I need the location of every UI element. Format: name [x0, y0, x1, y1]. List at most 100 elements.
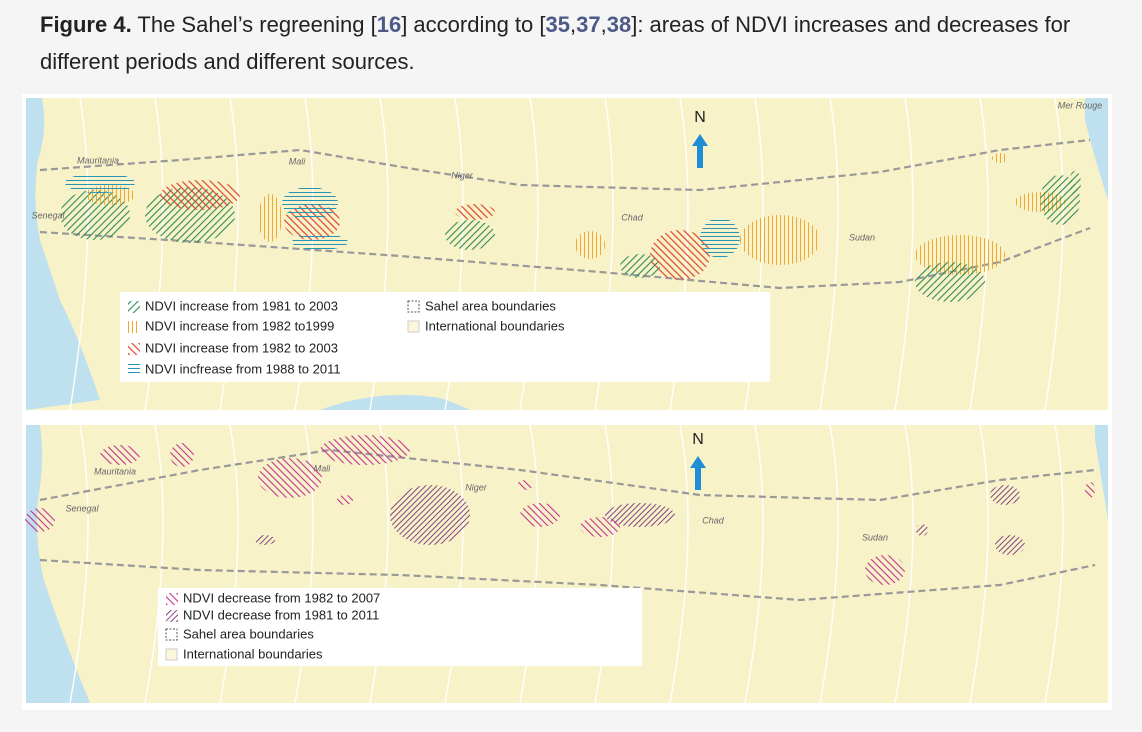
- place-name: Mauritania: [94, 466, 136, 476]
- ndvi-area: [700, 218, 740, 258]
- international-boundary: [969, 97, 989, 411]
- place-name: Mer Rouge: [1058, 100, 1103, 110]
- legend-swatch: [407, 300, 420, 313]
- reference[interactable]: 37: [576, 12, 601, 37]
- ndvi-area: [740, 215, 820, 265]
- legend-label: NDVI increase from 1982 to 2003: [145, 340, 338, 355]
- ndvi-area: [25, 508, 55, 532]
- ndvi-area: [100, 445, 140, 465]
- sahel-boundary: [39, 138, 1091, 192]
- legend-label: NDVI decrease from 1982 to 2007: [183, 590, 380, 605]
- caption-text: The Sahel’s regreening [: [137, 12, 377, 37]
- international-boundary: [969, 424, 989, 704]
- ndvi-area: [605, 503, 675, 527]
- ndvi-area: [990, 485, 1020, 505]
- place-name: Chad: [702, 515, 725, 525]
- caption-text: ,: [570, 12, 577, 37]
- caption-text: ,: [600, 12, 607, 37]
- north-label: N: [694, 109, 706, 126]
- ndvi-area: [915, 262, 985, 302]
- place-name: Mauritania: [77, 155, 119, 165]
- place-name: Chad: [621, 212, 644, 222]
- reference[interactable]: 35: [545, 12, 570, 37]
- figure-caption: Figure 4. The Sahel’s regreening [16] ac…: [40, 6, 1105, 80]
- legend-swatch: [165, 648, 178, 661]
- water: [320, 394, 470, 410]
- international-boundary: [894, 424, 914, 704]
- north-arrow: [692, 134, 708, 168]
- ndvi-area: [258, 194, 282, 242]
- caption-text: ] according to [: [401, 12, 546, 37]
- place-name: Sudan: [849, 232, 875, 242]
- ndvi-area: [65, 173, 135, 193]
- place-name: Niger: [451, 170, 474, 180]
- north-arrow: [690, 456, 706, 490]
- international-boundary: [894, 97, 914, 411]
- ndvi-area: [455, 204, 495, 220]
- north-label: N: [692, 431, 704, 448]
- ndvi-area: [258, 458, 322, 498]
- ndvi-area: [517, 480, 533, 490]
- ndvi-area: [995, 535, 1025, 555]
- ndvi-area: [992, 153, 1008, 163]
- ndvi-area: [650, 230, 710, 280]
- ndvi-area: [337, 495, 353, 505]
- international-boundary: [819, 97, 839, 411]
- legend-label: International boundaries: [425, 318, 565, 333]
- water: [26, 98, 100, 410]
- place-name: Senegal: [31, 210, 65, 220]
- reference[interactable]: 16: [376, 12, 402, 37]
- legend-swatch: [128, 301, 140, 313]
- legend-swatch: [165, 628, 178, 641]
- legend-label: NDVI incfrease from 1988 to 2011: [145, 361, 341, 376]
- legend-box: [120, 292, 770, 382]
- ndvi-area: [575, 231, 605, 259]
- water: [1085, 98, 1108, 200]
- caption-text: ]: areas of NDVI increases and decreases…: [40, 12, 1071, 74]
- ndvi-area: [160, 180, 240, 210]
- place-name: Sudan: [862, 532, 888, 542]
- ndvi-area: [282, 187, 338, 219]
- sahel-boundary: [39, 448, 1096, 502]
- legend-label: Sahel area boundaries: [183, 626, 314, 641]
- place-name: Senegal: [65, 503, 99, 513]
- ndvi-area: [255, 535, 275, 545]
- water: [1095, 425, 1108, 520]
- legend-label: International boundaries: [183, 646, 323, 661]
- ndvi-area: [170, 443, 194, 467]
- legend-swatch: [166, 593, 178, 605]
- ndvi-area: [865, 555, 905, 585]
- ndvi-area: [320, 435, 410, 465]
- place-name: Mali: [289, 156, 307, 166]
- legend-label: NDVI increase from 1982 to1999: [145, 318, 334, 333]
- international-boundary: [669, 424, 689, 704]
- international-boundary: [1044, 424, 1064, 704]
- ndvi-area: [390, 485, 470, 545]
- water: [26, 425, 90, 703]
- ndvi-area: [620, 254, 660, 278]
- international-boundary: [744, 424, 764, 704]
- legend-label: NDVI decrease from 1981 to 2011: [183, 607, 379, 622]
- place-name: Mali: [314, 463, 332, 473]
- ndvi-area: [445, 220, 495, 250]
- international-boundary: [1044, 97, 1064, 411]
- legend-swatch: [128, 343, 140, 355]
- legend-swatch: [166, 610, 178, 622]
- ndvi-area: [580, 517, 620, 537]
- ndvi-area: [520, 503, 560, 527]
- legend-swatch: [128, 364, 140, 376]
- international-boundary: [819, 424, 839, 704]
- legend-swatch: [407, 320, 420, 333]
- ndvi-area: [292, 234, 348, 250]
- legend-box: [158, 588, 642, 666]
- legend-swatch: [128, 321, 140, 333]
- sahel-boundary: [39, 558, 1096, 602]
- caption-label: Figure 4.: [40, 12, 132, 37]
- ndvi-area: [1085, 482, 1095, 498]
- international-boundary: [144, 424, 164, 704]
- reference[interactable]: 38: [606, 12, 632, 37]
- ndvi-area: [1069, 171, 1081, 195]
- legend-label: NDVI increase from 1981 to 2003: [145, 298, 338, 313]
